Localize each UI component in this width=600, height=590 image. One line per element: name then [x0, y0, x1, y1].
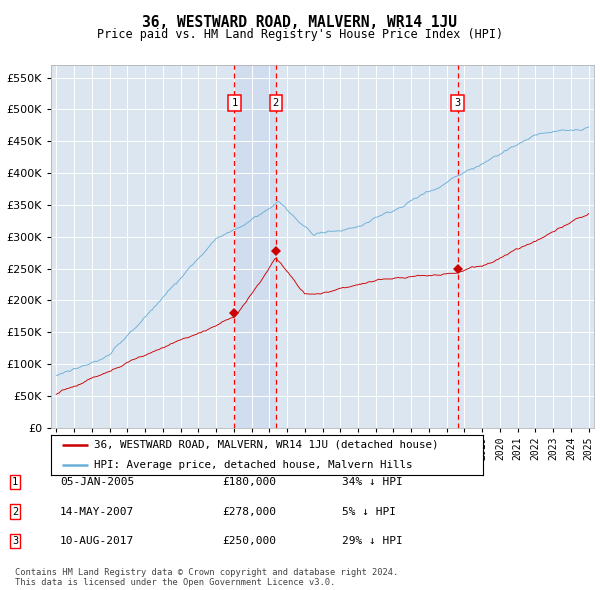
Text: Contains HM Land Registry data © Crown copyright and database right 2024.
This d: Contains HM Land Registry data © Crown c… — [15, 568, 398, 587]
Text: 14-MAY-2007: 14-MAY-2007 — [60, 507, 134, 516]
Text: 2: 2 — [12, 507, 18, 516]
Text: £278,000: £278,000 — [222, 507, 276, 516]
Text: 36, WESTWARD ROAD, MALVERN, WR14 1JU: 36, WESTWARD ROAD, MALVERN, WR14 1JU — [143, 15, 458, 30]
Text: HPI: Average price, detached house, Malvern Hills: HPI: Average price, detached house, Malv… — [94, 460, 413, 470]
Text: £250,000: £250,000 — [222, 536, 276, 546]
Text: 1: 1 — [12, 477, 18, 487]
Text: 36, WESTWARD ROAD, MALVERN, WR14 1JU (detached house): 36, WESTWARD ROAD, MALVERN, WR14 1JU (de… — [94, 440, 439, 450]
Text: £180,000: £180,000 — [222, 477, 276, 487]
Text: 34% ↓ HPI: 34% ↓ HPI — [342, 477, 403, 487]
Text: 05-JAN-2005: 05-JAN-2005 — [60, 477, 134, 487]
Text: 3: 3 — [12, 536, 18, 546]
Text: Price paid vs. HM Land Registry's House Price Index (HPI): Price paid vs. HM Land Registry's House … — [97, 28, 503, 41]
Text: 5% ↓ HPI: 5% ↓ HPI — [342, 507, 396, 516]
Text: 2: 2 — [273, 98, 279, 108]
Text: 10-AUG-2017: 10-AUG-2017 — [60, 536, 134, 546]
Text: 3: 3 — [454, 98, 461, 108]
Text: 29% ↓ HPI: 29% ↓ HPI — [342, 536, 403, 546]
Text: 1: 1 — [232, 98, 238, 108]
Bar — [235, 65, 276, 428]
